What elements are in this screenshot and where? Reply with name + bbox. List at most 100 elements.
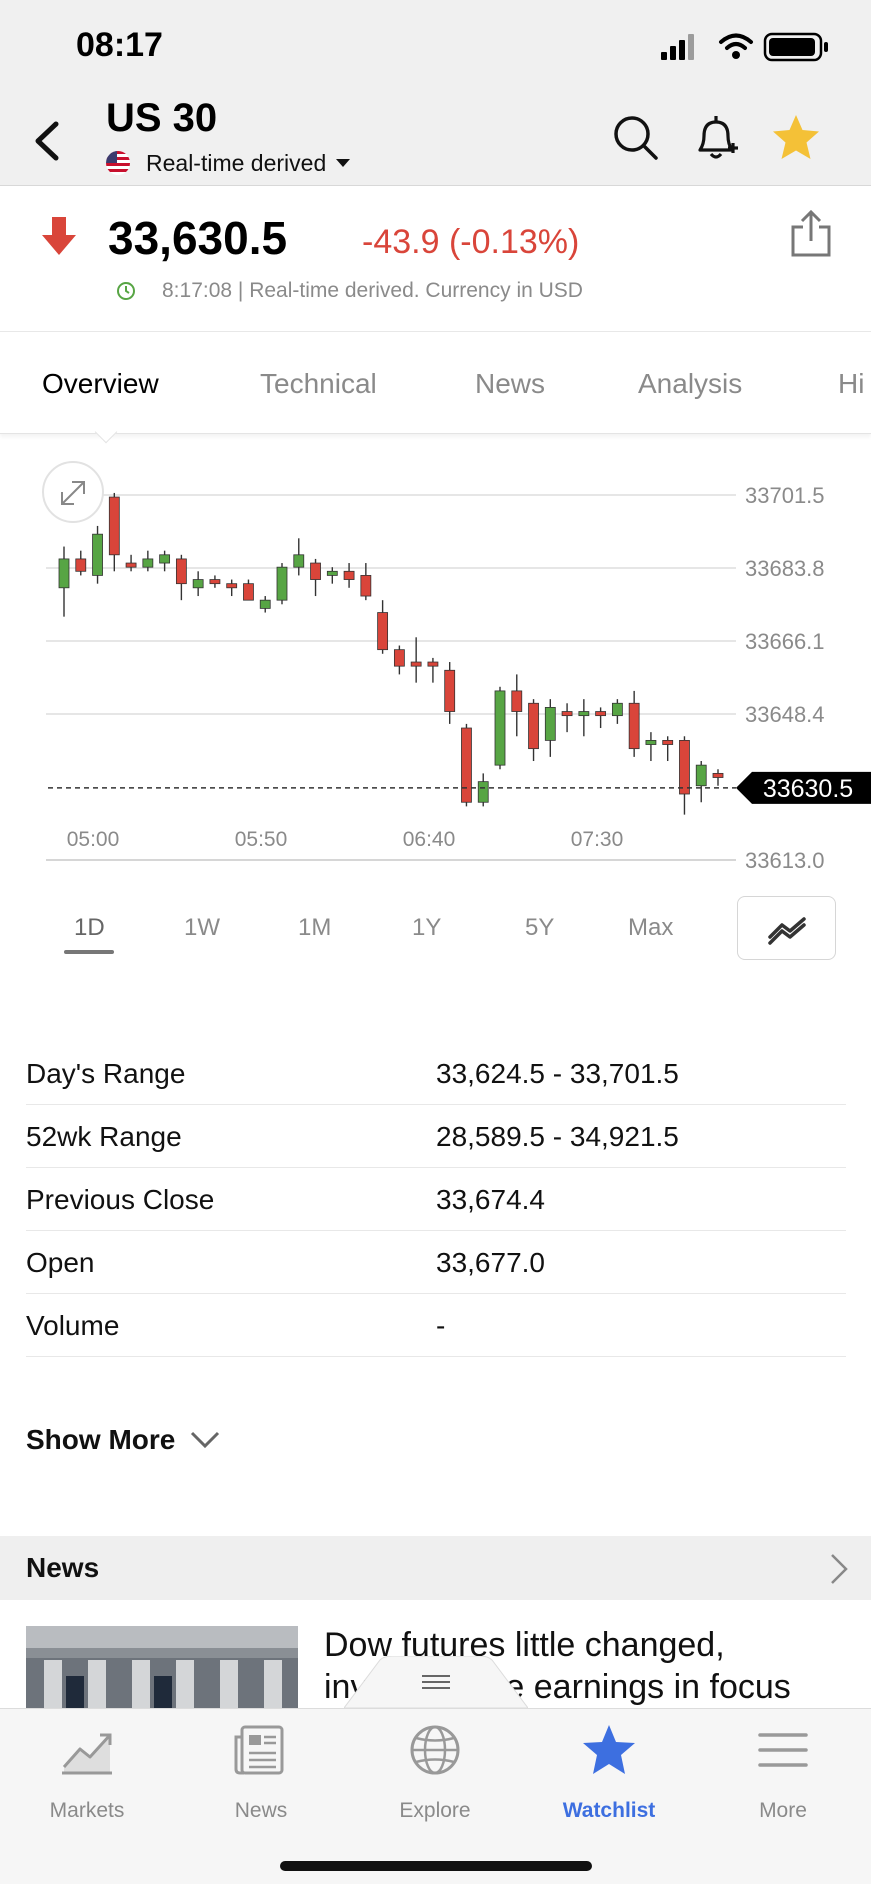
tab-analysis[interactable]: Analysis bbox=[638, 368, 743, 399]
show-more-label: Show More bbox=[26, 1424, 176, 1455]
caret-down-icon bbox=[336, 159, 351, 167]
candle bbox=[293, 538, 305, 576]
tabbar-news[interactable]: News bbox=[174, 1723, 348, 1823]
expand-chart-icon[interactable] bbox=[42, 461, 104, 523]
candle bbox=[192, 571, 204, 597]
stat-label: Open bbox=[26, 1247, 95, 1278]
x-axis-labels: 05:00 05:50 06:40 07:30 bbox=[67, 828, 624, 851]
stat-row-previous-close: Previous Close 33,674.4 bbox=[26, 1168, 846, 1231]
tabbar-watchlist[interactable]: Watchlist bbox=[522, 1723, 696, 1823]
stat-label: Previous Close bbox=[26, 1184, 215, 1215]
candle-body bbox=[226, 583, 238, 589]
candle-body bbox=[477, 781, 489, 803]
price-change: -43.9 (-0.13%) bbox=[362, 223, 580, 261]
candle-body bbox=[561, 711, 573, 717]
tabbar-explore[interactable]: Explore bbox=[348, 1723, 522, 1823]
chart-type-button[interactable] bbox=[737, 896, 836, 960]
home-indicator bbox=[280, 1861, 592, 1871]
show-more-button[interactable]: Show More bbox=[26, 1424, 221, 1456]
quote-meta: 8:17:08 | Real-time derived. Currency in… bbox=[116, 279, 583, 303]
candle-body bbox=[410, 661, 422, 667]
signal-icon bbox=[661, 34, 694, 60]
x-tick-label: 05:50 bbox=[235, 828, 288, 851]
news-article[interactable]: Dow futures little changed, investors ey… bbox=[0, 1600, 871, 1710]
candle bbox=[360, 563, 372, 601]
candle bbox=[712, 769, 724, 786]
period-1d[interactable]: 1D bbox=[74, 914, 105, 941]
candle bbox=[58, 546, 70, 617]
candle bbox=[528, 699, 539, 762]
candle-body bbox=[511, 690, 523, 712]
x-tick-label: 07:30 bbox=[571, 828, 624, 851]
current-price-tag: 33630.5 bbox=[736, 771, 871, 804]
candle bbox=[477, 773, 489, 807]
wifi-icon bbox=[719, 33, 753, 59]
share-icon[interactable] bbox=[789, 209, 833, 259]
tabbar-label: More bbox=[759, 1799, 807, 1822]
tab-historical[interactable]: Hi bbox=[838, 368, 865, 399]
candle bbox=[75, 550, 87, 576]
candle-body bbox=[645, 739, 657, 745]
candle-body bbox=[611, 702, 623, 717]
battery-icon bbox=[763, 32, 828, 62]
candle-body bbox=[209, 579, 221, 585]
tab-overview[interactable]: Overview bbox=[42, 368, 159, 399]
news-thumbnail bbox=[26, 1626, 298, 1710]
candle-body bbox=[360, 575, 372, 597]
globe-icon bbox=[410, 1725, 460, 1775]
candle-body bbox=[108, 496, 120, 556]
candle-body bbox=[175, 558, 187, 585]
candle bbox=[159, 550, 171, 572]
candle bbox=[427, 657, 439, 683]
period-1y[interactable]: 1Y bbox=[412, 914, 442, 941]
stat-row-volume: Volume - bbox=[26, 1294, 846, 1357]
add-alert-bell-icon[interactable] bbox=[690, 112, 742, 164]
candle bbox=[461, 723, 472, 807]
tabbar-markets[interactable]: Markets bbox=[0, 1723, 174, 1823]
period-1m[interactable]: 1M bbox=[298, 914, 332, 941]
candle-body bbox=[259, 599, 271, 609]
search-icon[interactable] bbox=[610, 112, 662, 164]
x-tick-label: 05:00 bbox=[67, 828, 120, 851]
candle-body bbox=[393, 649, 405, 667]
candle bbox=[578, 699, 590, 737]
instrument-title: US 30 bbox=[106, 96, 218, 140]
tab-technical[interactable]: Technical bbox=[260, 368, 377, 399]
bottom-tab-bar: Markets News Explore Watchlist bbox=[0, 1708, 871, 1884]
price-chart[interactable]: 33701.5 33683.8 33666.1 33648.4 33613.0 05:0… bbox=[0, 440, 871, 880]
candle-body bbox=[159, 554, 171, 564]
stat-label: 52wk Range bbox=[26, 1121, 182, 1152]
news-section-header[interactable]: News bbox=[0, 1536, 871, 1600]
watchlist-star-icon[interactable] bbox=[770, 112, 822, 164]
candle-body bbox=[628, 702, 640, 750]
tab-news[interactable]: News bbox=[475, 368, 546, 399]
candle bbox=[444, 662, 456, 724]
y-tick-label: 33666.1 bbox=[745, 629, 825, 654]
tabbar-more[interactable]: More bbox=[696, 1723, 870, 1823]
back-arrow-icon[interactable] bbox=[24, 116, 74, 166]
period-1w[interactable]: 1W bbox=[184, 914, 220, 941]
period-5y[interactable]: 5Y bbox=[525, 914, 555, 941]
status-icons bbox=[661, 32, 828, 62]
news-section-title: News bbox=[26, 1552, 100, 1583]
candle-body bbox=[544, 707, 556, 741]
key-stats: Day's Range 33,624.5 - 33,701.5 52wk Ran… bbox=[26, 1042, 846, 1357]
news-icon bbox=[234, 1725, 284, 1775]
y-tick-label: 33701.5 bbox=[745, 483, 825, 508]
candle-body bbox=[578, 711, 590, 717]
stat-value: 33,674.4 bbox=[436, 1184, 545, 1215]
us-flag-icon bbox=[106, 151, 130, 175]
candle bbox=[343, 563, 355, 588]
data-source-selector[interactable]: Real-time derived bbox=[106, 148, 351, 178]
period-max[interactable]: Max bbox=[628, 914, 674, 941]
section-tabs: Overview Technical News Analysis Hi bbox=[0, 332, 871, 444]
candle bbox=[410, 637, 422, 683]
stat-value: 33,624.5 - 33,701.5 bbox=[436, 1058, 679, 1089]
quote-meta-text: 8:17:08 | Real-time derived. Currency in… bbox=[162, 279, 583, 302]
period-selector: 1D 1W 1M 1Y 5Y Max bbox=[0, 890, 871, 970]
drawer-handle[interactable] bbox=[344, 1656, 528, 1708]
candlesticks bbox=[58, 492, 724, 815]
candle-body bbox=[276, 566, 288, 601]
candle-body bbox=[243, 583, 254, 601]
candle bbox=[494, 686, 506, 770]
